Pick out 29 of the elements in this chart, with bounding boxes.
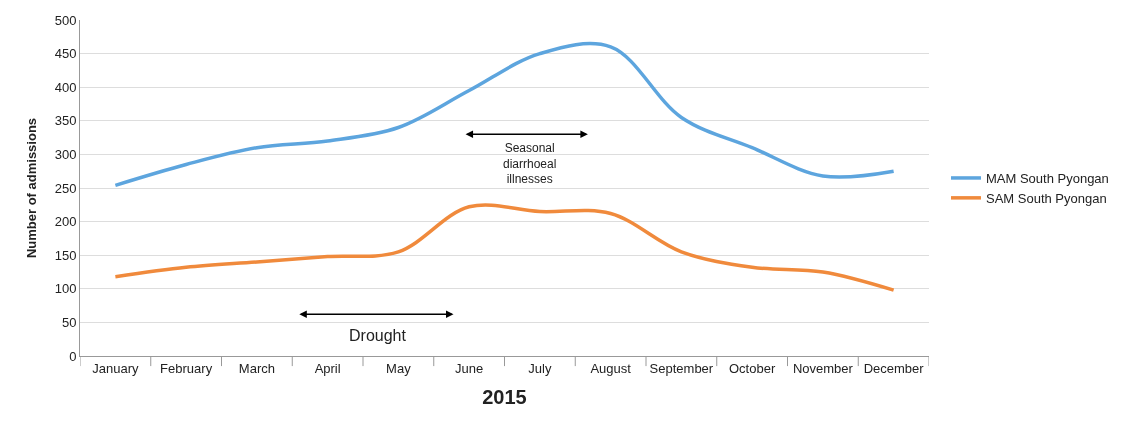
x-tick-label: August (590, 360, 632, 376)
y-axis-title: Number of admissions (23, 117, 39, 259)
x-tick-label: September (649, 360, 714, 376)
y-tick-label: 350 (54, 113, 77, 129)
y-tick-label: 400 (54, 79, 77, 95)
y-tick-label: 50 (61, 314, 77, 330)
y-tick-label: 300 (54, 146, 77, 162)
y-tick-label: 500 (54, 12, 77, 28)
x-tick-label: May (386, 360, 412, 376)
x-tick-label: June (455, 360, 484, 376)
x-tick-label: February (160, 360, 213, 376)
annotation: Drought (349, 327, 407, 344)
y-tick-label: 250 (54, 180, 77, 196)
y-tick-label: 200 (54, 214, 77, 230)
x-tick-label: January (92, 360, 139, 376)
x-axis-title: 2015 (482, 386, 527, 409)
x-tick-label: March (238, 360, 275, 376)
y-tick-label: 450 (54, 46, 77, 62)
y-tick-label: 0 (69, 348, 77, 364)
y-tick-label: 150 (54, 247, 77, 263)
y-tick-label: 100 (54, 281, 77, 297)
x-tick-label: December (863, 360, 925, 376)
x-tick-label: July (528, 360, 552, 376)
legend-label: MAM South Pyongan (985, 171, 1109, 187)
annotation: Seasonal diarrhoeal illnesses (503, 141, 557, 187)
x-tick-label: November (792, 360, 854, 376)
legend-label: SAM South Pyongan (985, 190, 1107, 206)
x-tick-label: April (314, 360, 341, 376)
x-tick-label: October (729, 360, 776, 376)
